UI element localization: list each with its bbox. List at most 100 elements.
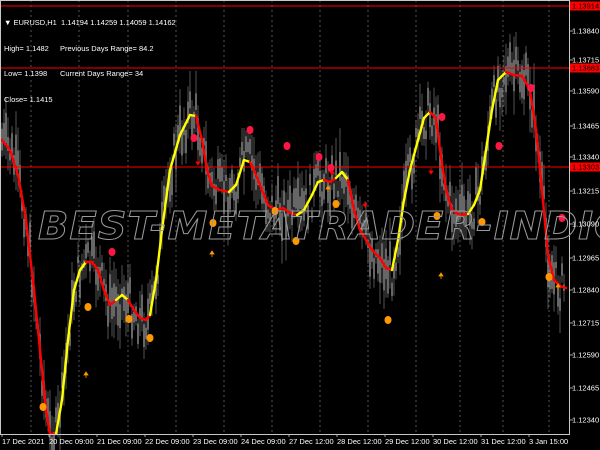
sell-dot-icon [558, 214, 566, 222]
sell-dot-icon [283, 142, 291, 150]
trend-down-segment [132, 308, 142, 320]
candle-body [7, 136, 9, 151]
trend-up-segment [160, 168, 172, 232]
time-label: 23 Dec 09:00 [193, 437, 238, 446]
trend-up-segment [114, 293, 124, 302]
candle-body [319, 171, 321, 197]
candle-body [19, 164, 21, 183]
price-label: 1.13465 [572, 121, 600, 131]
candle-body [157, 274, 159, 284]
price-label: 1.12965 [572, 253, 600, 263]
candle-body [201, 147, 203, 164]
candle-body [427, 87, 429, 106]
arrow-down-icon [329, 169, 335, 176]
candle-body [315, 164, 317, 178]
time-label: 3 Jan 15:00 [529, 437, 569, 446]
trend-up-segment [227, 183, 238, 194]
candle-body [251, 155, 253, 171]
price-label: 1.12715 [572, 318, 600, 328]
candle-body [473, 218, 475, 230]
trend-down-segment [458, 212, 470, 217]
candle-body [143, 324, 145, 348]
candle-body [461, 184, 463, 213]
trend-down-segment [194, 114, 204, 142]
sell-dot-icon [315, 153, 323, 161]
trend-down-segment [288, 211, 299, 217]
candle-body [259, 163, 261, 187]
candle-body [313, 168, 315, 191]
trend-down-segment [346, 178, 356, 212]
trend-down-segment [96, 268, 106, 292]
sell-dot-icon [246, 126, 254, 134]
candle-body [559, 298, 561, 311]
trend-up-segment [408, 138, 420, 172]
candle-body [293, 188, 295, 208]
price-label: 1.13090 [572, 219, 600, 229]
candle-body [403, 170, 405, 198]
candle-body [283, 190, 285, 206]
candle-body [509, 42, 511, 73]
buy-dot-icon [39, 403, 47, 411]
candle-body [41, 380, 43, 396]
candle-body [355, 194, 357, 211]
watermark: BEST-METATRADER-INDICATORS.COM [37, 204, 600, 249]
buy-dot-icon [84, 303, 92, 311]
candle-body [117, 294, 119, 326]
time-label: 29 Dec 12:00 [385, 437, 430, 446]
candle-body [119, 304, 121, 329]
candle-body [373, 257, 375, 279]
candle-body [79, 268, 81, 299]
trend-down-segment [248, 160, 258, 177]
candle-body [501, 87, 503, 98]
candle-body [195, 93, 197, 110]
candle-body [481, 156, 483, 180]
candle-body [31, 278, 33, 298]
time-label: 17 Dec 2021 [2, 437, 45, 446]
candle-body [215, 184, 217, 205]
trend-down-segment [558, 284, 568, 290]
candle-body [303, 191, 305, 221]
candle-body [95, 269, 97, 285]
candle-body [59, 414, 61, 428]
candle-body [423, 126, 425, 139]
collapse-triangle-icon[interactable]: ▼ [4, 18, 14, 27]
candle-body [175, 146, 177, 170]
trend-up-segment [295, 208, 306, 217]
candle-body [141, 294, 143, 322]
arrow-up-icon [555, 283, 561, 290]
candle-body [363, 219, 365, 228]
candle-body [75, 291, 77, 302]
candle-body [343, 171, 345, 194]
trend-up-segment [472, 188, 482, 207]
candle-body [131, 314, 133, 339]
candle-body [199, 137, 201, 156]
candle-body [493, 75, 495, 88]
candle-body [475, 166, 477, 195]
candle-body [451, 204, 453, 233]
candle-body [351, 194, 353, 229]
candle-body [15, 134, 17, 167]
time-label: 30 Dec 12:00 [433, 437, 478, 446]
candle-body [287, 199, 289, 217]
price-label: 1.13590 [572, 86, 600, 96]
candle-body [147, 298, 149, 330]
price-label: 1.12590 [572, 350, 600, 360]
candle-body [21, 197, 23, 212]
candle-body [557, 282, 559, 307]
candle-body [225, 174, 227, 182]
time-label: 20 Dec 09:00 [49, 437, 94, 446]
ohlc-text: EURUSD,H1 1.14194 1.14259 1.14059 1.1416… [13, 18, 176, 27]
trend-down-segment [32, 288, 42, 352]
candle-body [491, 88, 493, 112]
trend-down-segment [352, 208, 362, 232]
trend-down-segment [254, 173, 264, 192]
candle-body [347, 175, 349, 205]
trend-down-segment [428, 110, 438, 120]
candle-body [479, 195, 481, 205]
buy-dot-icon [125, 315, 133, 323]
candle-body [449, 181, 451, 197]
candle-body [235, 191, 237, 215]
candle-body [155, 280, 157, 300]
candle-body [159, 227, 161, 245]
